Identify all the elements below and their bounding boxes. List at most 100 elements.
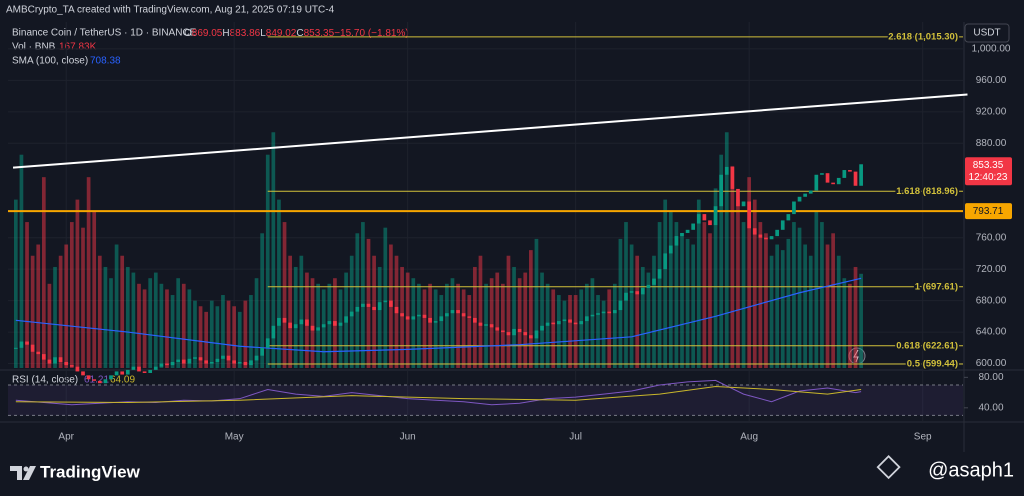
y-tick-label: 1,000.00: [972, 44, 1011, 55]
rsi-ma-value: 64.09: [110, 375, 135, 386]
candle: [153, 366, 158, 370]
candle: [545, 322, 550, 326]
candle: [556, 321, 561, 325]
volume-bar: [741, 222, 746, 368]
candle: [741, 201, 746, 207]
candle: [75, 366, 80, 372]
candle: [685, 229, 690, 233]
candle: [831, 182, 835, 185]
candle: [109, 375, 113, 380]
rsi-band: [8, 384, 963, 416]
volume-bar: [853, 266, 858, 368]
brand: TradingView: [40, 462, 141, 481]
candle: [484, 324, 488, 326]
volume-bar: [523, 272, 528, 368]
volume-bar: [422, 289, 427, 368]
volume-bar: [775, 244, 779, 368]
candle: [372, 306, 376, 311]
candle: [277, 317, 281, 326]
y-tick-label: 720.00: [976, 264, 1007, 275]
volume-bar: [366, 238, 371, 368]
candle: [47, 359, 52, 364]
volume-bar: [629, 244, 634, 368]
candle: [450, 310, 455, 314]
candle: [288, 322, 292, 329]
volume-bar: [215, 306, 220, 368]
candle: [820, 173, 824, 175]
volume-bar: [445, 283, 449, 368]
ohlc-key: O: [184, 28, 192, 39]
volume-bar: [204, 311, 209, 368]
candle: [400, 313, 404, 317]
candle: [394, 306, 399, 314]
volume-value: 167.83K: [59, 42, 97, 53]
candle: [758, 234, 763, 238]
volume-bar: [187, 289, 192, 368]
volume-bars: [13, 132, 863, 368]
ohlc-key: L: [260, 28, 266, 39]
volume-bar: [831, 233, 835, 368]
volume-bar: [501, 283, 505, 368]
volume-bar: [114, 244, 119, 368]
volume-bar: [758, 222, 763, 368]
x-tick-label: May: [225, 432, 244, 443]
candle: [708, 220, 712, 226]
y-tick-label: 880.00: [976, 138, 1007, 149]
volume-bar: [724, 132, 729, 368]
volume-bar: [277, 199, 281, 368]
volume-bar: [417, 283, 421, 368]
volume-name: Vol · BNB: [12, 42, 56, 53]
candle: [260, 347, 264, 356]
candle: [568, 319, 572, 323]
volume-bar: [265, 154, 270, 368]
ohlc-value: 869.05: [192, 28, 223, 39]
volume-bar: [439, 295, 444, 368]
volume-bar: [713, 188, 718, 368]
currency-button[interactable]: [964, 23, 1010, 43]
ohlc-key: C: [296, 28, 303, 39]
x-tick-label: Apr: [58, 432, 74, 443]
volume-bar: [747, 177, 752, 368]
candle: [764, 237, 768, 240]
candle: [120, 371, 125, 375]
candle: [41, 354, 46, 360]
candle: [265, 338, 270, 348]
candle: [624, 292, 628, 301]
volume-bar: [556, 295, 561, 368]
volume-bar: [159, 283, 164, 368]
candle: [193, 357, 197, 359]
candle: [501, 330, 505, 333]
sma-value: 708.38: [90, 56, 121, 67]
candle: [495, 327, 500, 331]
volume-bar: [652, 255, 656, 368]
candle: [299, 319, 304, 325]
volume-bar: [405, 272, 410, 368]
volume-bar: [58, 255, 63, 368]
volume-bar: [808, 255, 813, 368]
candle: [769, 236, 774, 240]
candle: [797, 196, 802, 202]
volume-bar: [36, 244, 41, 368]
volume-bar: [176, 278, 181, 368]
candle: [439, 316, 444, 322]
currency[interactable]: USDT: [973, 28, 1000, 39]
candle: [629, 291, 634, 293]
fib-label: 2.618 (1,015.30): [888, 31, 958, 42]
candle: [417, 314, 421, 317]
candle: [215, 358, 220, 362]
candle: [361, 303, 365, 307]
candle: [159, 363, 164, 367]
ohlc-key: H: [222, 28, 229, 39]
x-tick-label: Jun: [400, 432, 416, 443]
candle: [254, 355, 259, 361]
y-tick-label: 760.00: [976, 232, 1007, 243]
candle: [349, 311, 354, 317]
volume-bar: [282, 222, 287, 368]
candle: [736, 188, 740, 207]
volume-bar: [607, 289, 612, 368]
volume-bar: [450, 278, 455, 368]
candle: [652, 278, 656, 285]
volume-bar: [769, 255, 774, 368]
candle: [814, 174, 819, 191]
volume-bar: [355, 233, 360, 368]
